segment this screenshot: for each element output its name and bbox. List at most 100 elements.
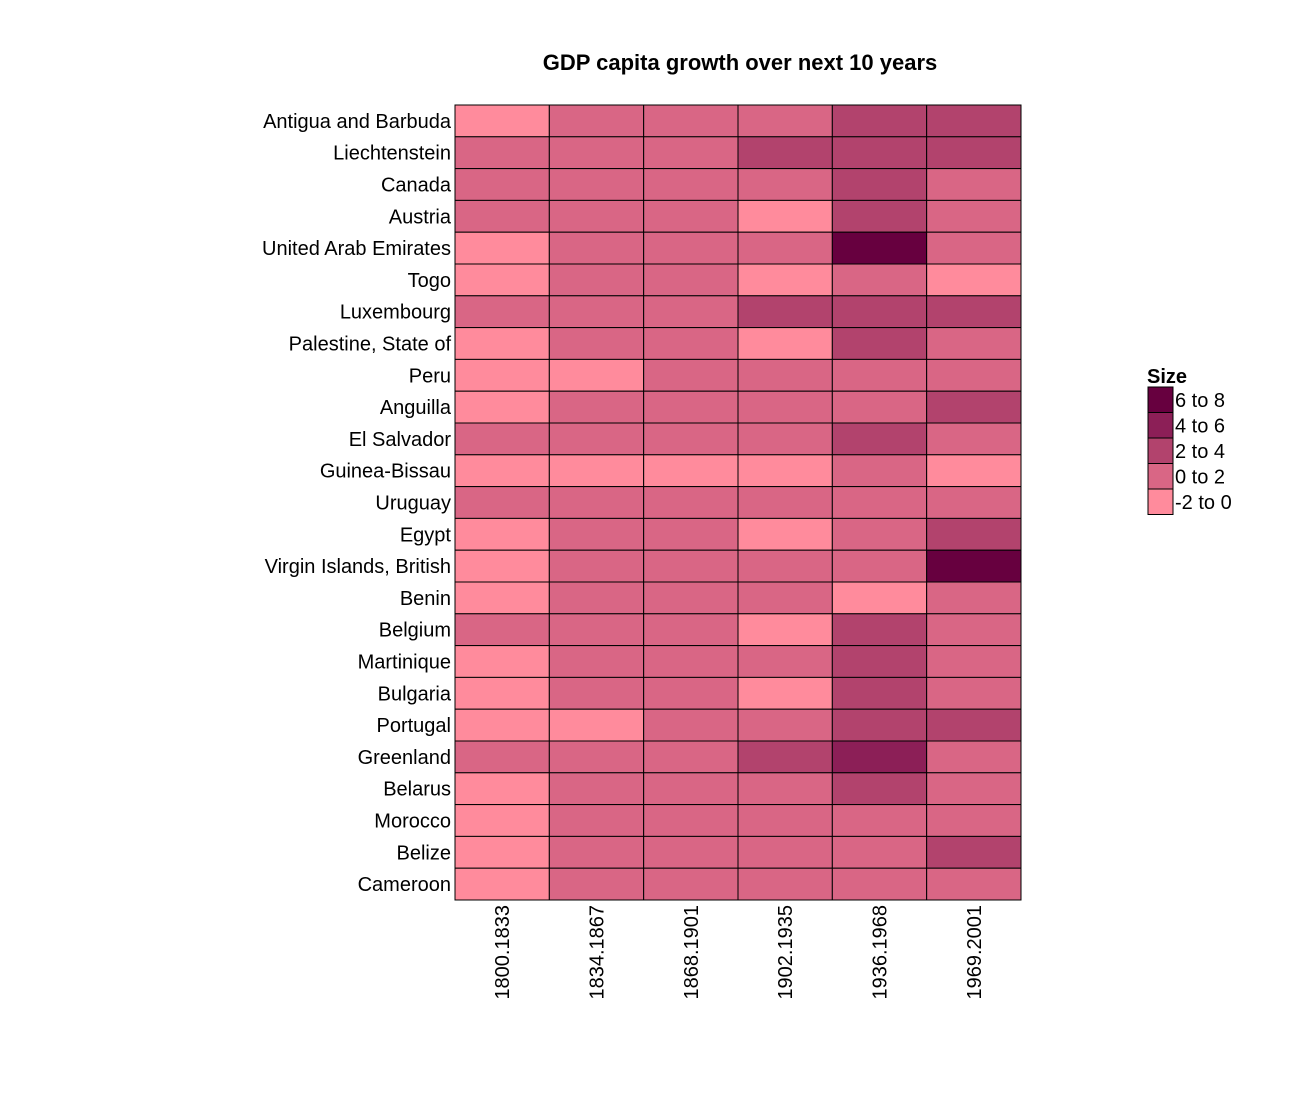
heatmap-cell (643, 517, 739, 551)
heatmap-cell (926, 676, 1022, 710)
row-label: El Salvador (349, 429, 452, 451)
legend-swatch (1147, 488, 1174, 515)
heatmap-cell (831, 263, 928, 297)
heatmap-cell (831, 454, 928, 488)
heatmap-cell (737, 676, 833, 710)
column-label: 1868.1901 (681, 905, 703, 1000)
heatmap-cell (548, 422, 645, 456)
heatmap-cell (831, 327, 928, 360)
row-labels: Antigua and Barbuda Liechtenstein Canada Au… (262, 111, 452, 896)
heatmap-cell (454, 327, 550, 360)
heatmap-cell (926, 772, 1022, 806)
heatmap-cell (643, 422, 739, 456)
heatmap-cell (643, 358, 739, 392)
heatmap-cell (737, 708, 833, 742)
heatmap-cell (831, 231, 928, 265)
heatmap-cell (548, 231, 645, 265)
legend-swatch (1147, 386, 1174, 413)
column-label: 1800.1833 (492, 905, 514, 1000)
heatmap-cell (643, 708, 739, 742)
heatmap-cell (737, 645, 833, 678)
heatmap-cell (926, 422, 1022, 456)
heatmap-cell (454, 676, 550, 710)
heatmap-cell (737, 295, 833, 329)
heatmap-cell (643, 295, 739, 329)
heatmap-cell (548, 804, 645, 837)
heatmap-cell (454, 740, 550, 774)
legend-label: 6 to 8 (1175, 390, 1225, 412)
heatmap-cell (454, 708, 550, 742)
heatmap-cell (737, 231, 833, 265)
heatmap-cell (643, 835, 739, 869)
heatmap-cell (737, 199, 833, 233)
heatmap-cell (548, 390, 645, 424)
row-label: Virgin Islands, British (265, 556, 451, 578)
heatmap-cell (831, 772, 928, 806)
heatmap-cell (643, 549, 739, 583)
heatmap-cell (643, 263, 739, 297)
row-label: Togo (408, 270, 451, 292)
heatmap-cell (454, 804, 550, 837)
row-label: Morocco (374, 811, 451, 833)
heatmap-cell (454, 549, 550, 583)
legend-swatch (1147, 437, 1174, 464)
row-label: Belize (397, 842, 451, 864)
row-label: Portugal (377, 715, 452, 737)
heatmap-cell (926, 581, 1022, 615)
legend: Size 6 to 8 4 to 6 2 to 4 0 to 2 -2 to 0 (1147, 366, 1232, 515)
heatmap-cells (454, 104, 1022, 901)
row-label: Egypt (400, 524, 452, 546)
heatmap-cell (831, 676, 928, 710)
heatmap-cell (737, 549, 833, 583)
row-label: Belgium (379, 620, 451, 642)
heatmap-cell (926, 168, 1022, 201)
heatmap-cell (548, 581, 645, 615)
heatmap-cell (548, 676, 645, 710)
heatmap-cell (643, 199, 739, 233)
heatmap-cell (643, 390, 739, 424)
heatmap-cell (737, 835, 833, 869)
row-label: Cameroon (358, 874, 451, 896)
heatmap-cell (737, 613, 833, 647)
row-label: Guinea-Bissau (320, 461, 451, 483)
heatmap-cell (548, 358, 645, 392)
heatmap-cell (548, 295, 645, 329)
heatmap-cell (548, 549, 645, 583)
row-label: Benin (400, 588, 451, 610)
heatmap-cell (831, 867, 928, 901)
heatmap-cell (454, 263, 550, 297)
heatmap-cell (454, 422, 550, 456)
heatmap-cell (548, 772, 645, 806)
heatmap-cell (831, 581, 928, 615)
column-label: 1902.1935 (775, 905, 797, 1000)
heatmap-cell (831, 358, 928, 392)
column-labels: 1800.1833 1834.1867 1868.1901 1902.1935 1936… (492, 905, 986, 1000)
heatmap-cell (454, 867, 550, 901)
heatmap-cell (548, 517, 645, 551)
heatmap-cell (548, 708, 645, 742)
heatmap-cell (548, 740, 645, 774)
row-label: United Arab Emirates (262, 238, 451, 260)
legend-items: 6 to 8 4 to 6 2 to 4 0 to 2 -2 to 0 (1147, 386, 1232, 515)
heatmap-cell (643, 136, 739, 170)
heatmap-cell (926, 136, 1022, 170)
heatmap-cell (926, 517, 1022, 551)
row-label: Palestine, State of (289, 334, 452, 356)
heatmap-cell (926, 358, 1022, 392)
legend-swatch (1147, 463, 1174, 490)
heatmap-cell (643, 676, 739, 710)
legend-label: -2 to 0 (1175, 492, 1232, 514)
heatmap-cell (548, 867, 645, 901)
heatmap-cell (737, 422, 833, 456)
heatmap-cell (643, 645, 739, 678)
column-label: 1834.1867 (587, 905, 609, 1000)
heatmap-cell (926, 199, 1022, 233)
heatmap-cell (831, 835, 928, 869)
heatmap-cell (643, 104, 739, 138)
heatmap-cell (737, 327, 833, 360)
heatmap-cell (926, 486, 1022, 519)
heatmap-cell (831, 136, 928, 170)
heatmap-cell (643, 454, 739, 488)
heatmap-cell (737, 263, 833, 297)
